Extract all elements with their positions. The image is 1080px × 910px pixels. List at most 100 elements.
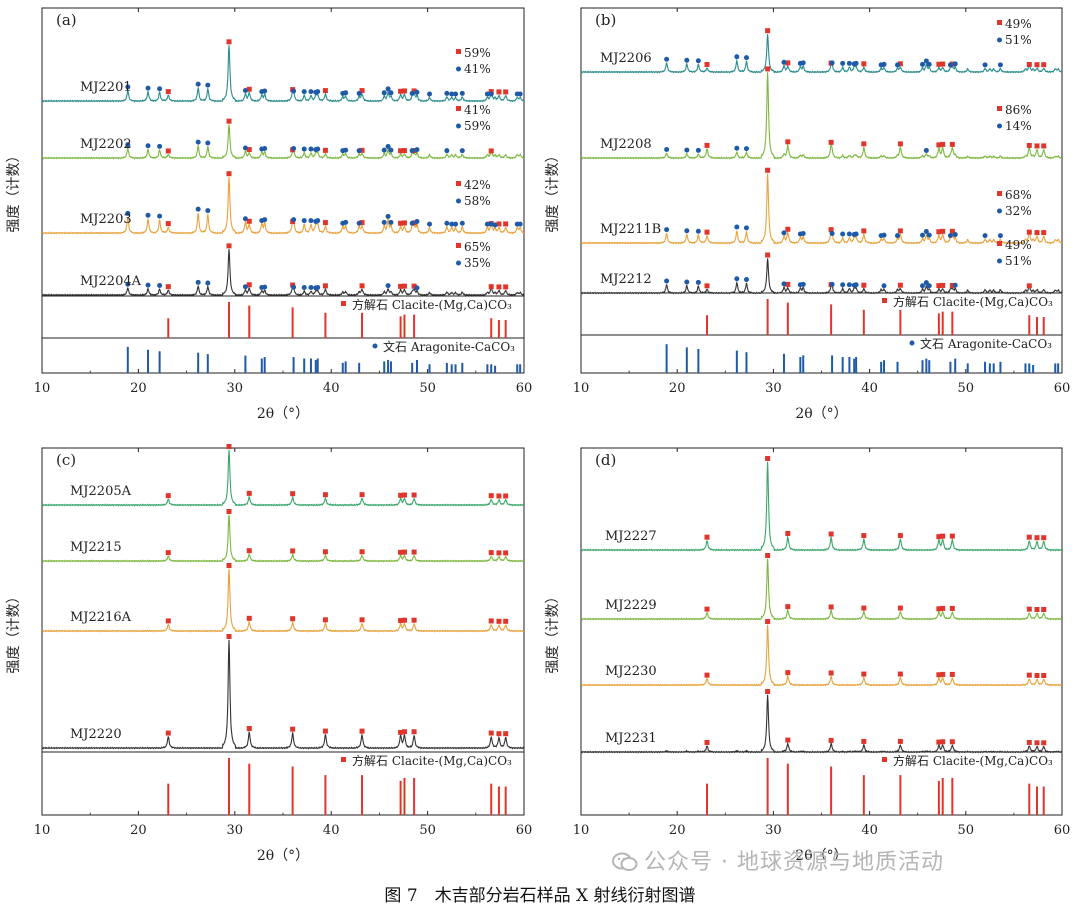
calcite-peak-marker (704, 229, 710, 235)
aragonite-peak-marker (453, 91, 459, 97)
calcite-peak-marker (1034, 230, 1040, 236)
calcite-peak-marker (704, 283, 710, 289)
calcite-peak-marker (897, 282, 903, 288)
xrd-trace (41, 176, 525, 235)
aragonite-fraction-marker (997, 37, 1002, 43)
panel-d: (d) 10 20 30 40 50 60 2θ（°） 强度（计数） 方解石 Clacite-(M… (545, 447, 1070, 864)
calcite-peak-marker (940, 533, 946, 539)
x-tick-label: 10 (34, 823, 51, 838)
calcite-peak-marker (1041, 673, 1047, 678)
aragonite-peak-marker (840, 231, 846, 237)
aragonite-peak-marker (947, 233, 953, 239)
xrd-trace (41, 568, 525, 633)
calcite-peak-marker (1034, 673, 1040, 678)
aragonite-peak-marker (444, 220, 450, 226)
calcite-fraction-marker (456, 181, 461, 186)
calcite-peak-marker (246, 615, 252, 621)
aragonite-peak-marker (262, 88, 268, 94)
calcite-peak-marker (496, 493, 502, 499)
calcite-peak-marker (936, 606, 942, 612)
aragonite-peak-marker (301, 89, 307, 95)
aragonite-peak-marker (343, 147, 349, 153)
calcite-peak-marker (861, 141, 867, 147)
calcite-peak-marker (165, 730, 171, 736)
aragonite-peak-marker (388, 219, 394, 225)
calcite-peak-marker (936, 283, 942, 289)
aragonite-peak-marker (414, 285, 420, 291)
calcite-peak-marker (398, 220, 404, 226)
calcite-peak-marker (785, 604, 791, 610)
sample-label: MJ2212 (600, 272, 652, 287)
calcite-peak-marker (785, 139, 791, 145)
calcite-peak-marker (398, 729, 404, 735)
aragonite-fraction-marker (997, 208, 1002, 214)
aragonite-peak-marker (695, 228, 701, 234)
aragonite-peak-marker (517, 91, 523, 97)
calcite-peak-marker (503, 618, 509, 624)
aragonite-peak-marker (291, 88, 297, 94)
xrd-trace (41, 45, 525, 103)
aragonite-peak-marker (291, 146, 297, 152)
calcite-peak-marker (940, 228, 946, 234)
calcite-peak-marker (897, 533, 903, 539)
aragonite-peak-marker (145, 85, 151, 91)
y-axis-label: 强度（计数） (545, 590, 561, 674)
aragonite-peak-marker (853, 282, 859, 288)
calcite-peak-marker (704, 606, 710, 612)
aragonite-peak-marker (734, 224, 740, 230)
calcite-peak-marker (861, 671, 867, 677)
calcite-peak-marker (411, 88, 417, 94)
calcite-legend-label: 方解石 Clacite-(Mg,Ca)CO₃ (893, 753, 1053, 768)
aragonite-peak-marker (205, 280, 211, 286)
sample-label: MJ2203 (80, 212, 132, 227)
aragonite-peak-marker (926, 61, 932, 67)
panel-label: (b) (595, 11, 616, 29)
aragonite-peak-marker (385, 213, 391, 219)
calcite-fraction-marker (456, 243, 461, 248)
x-tick-label: 60 (516, 381, 533, 396)
aragonite-peak-marker (894, 233, 900, 239)
aragonite-peak-marker (262, 217, 268, 223)
x-tick-label: 20 (130, 823, 147, 838)
aragonite-peak-marker (343, 90, 349, 96)
x-tick-label: 40 (323, 823, 340, 838)
aragonite-peak-marker (853, 60, 859, 66)
sample-label: MJ2215 (70, 540, 122, 555)
panel-b: (b) 10 20 30 40 50 60 2θ（°） 强度（计数） 方解石 Clacite-(M… (545, 7, 1070, 422)
calcite-peak-marker (936, 142, 942, 148)
calcite-peak-marker (411, 617, 417, 623)
x-tick-label: 20 (669, 823, 686, 838)
calcite-legend-marker (882, 298, 887, 303)
aragonite-peak-marker (982, 233, 988, 239)
calcite-peak-marker (828, 139, 834, 145)
aragonite-peak-marker (414, 147, 420, 153)
aragonite-peak-marker (388, 90, 394, 96)
aragonite-peak-marker (301, 218, 307, 224)
aragonite-peak-marker (343, 219, 349, 225)
calcite-peak-marker (165, 221, 171, 227)
calcite-peak-marker (226, 243, 232, 249)
calcite-peak-marker (496, 89, 502, 95)
aragonite-peak-marker (484, 221, 490, 227)
aragonite-peak-marker (449, 221, 455, 227)
calcite-peak-marker (496, 618, 502, 624)
calcite-peak-marker (897, 61, 903, 67)
calcite-peak-marker (765, 167, 771, 173)
calcite-peak-marker (226, 509, 232, 514)
aragonite-peak-marker (125, 281, 131, 287)
aragonite-peak-marker (301, 146, 307, 152)
calcite-peak-marker (1026, 283, 1032, 289)
aragonite-peak-marker (145, 212, 151, 218)
calcite-peak-marker (1034, 535, 1040, 541)
aragonite-peak-marker (881, 61, 887, 67)
calcite-peak-marker (785, 670, 791, 676)
aragonite-fraction-marker (997, 258, 1002, 264)
calcite-peak-marker (1026, 606, 1032, 612)
calcite-peak-marker (1026, 739, 1032, 745)
aragonite-peak-marker (414, 218, 420, 224)
calcite-peak-marker (322, 492, 328, 498)
calcite-peak-marker (165, 148, 171, 154)
calcite-peak-marker (936, 672, 942, 678)
calcite-peak-marker (246, 147, 252, 153)
aragonite-peak-marker (157, 213, 163, 219)
